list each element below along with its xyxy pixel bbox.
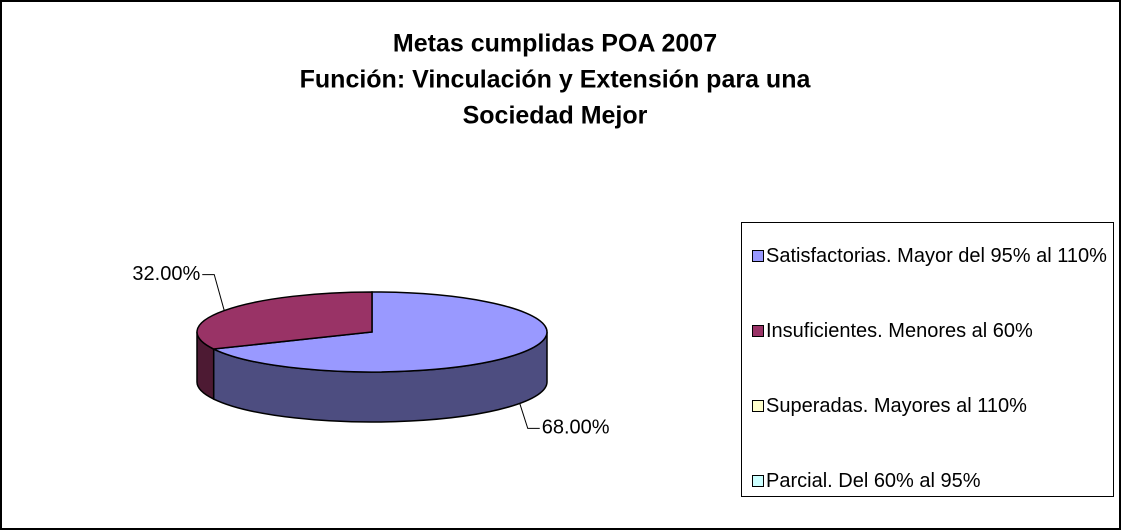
- chart-title: Metas cumplidas POA 2007: [393, 30, 717, 58]
- chart-title: Sociedad Mejor: [463, 102, 648, 130]
- legend-label: Superadas. Mayores al 110%: [766, 395, 1027, 417]
- legend: Satisfactorias. Mayor del 95% al 110% Ins…: [741, 222, 1114, 497]
- legend-entry: Superadas. Mayores al 110%: [752, 393, 1107, 419]
- legend-swatch: [752, 475, 764, 487]
- legend-label: Satisfactorias. Mayor del 95% al 110%: [766, 245, 1107, 267]
- data-label: 32.00%: [132, 263, 200, 285]
- leader-line: [202, 274, 225, 311]
- data-label: 68.00%: [542, 417, 610, 439]
- legend-entry: Insuficientes. Menores al 60%: [752, 318, 1107, 344]
- legend-swatch: [752, 250, 764, 262]
- legend-label: Insuficientes. Menores al 60%: [766, 320, 1033, 342]
- chart-title: Función: Vinculación y Extensión para un…: [300, 66, 812, 94]
- leader-line: [519, 403, 540, 429]
- pie-slice: [210, 291, 548, 373]
- legend-label: Parcial. Del 60% al 95%: [766, 470, 981, 492]
- legend-swatch: [752, 400, 764, 412]
- legend-entry: Parcial. Del 60% al 95%: [752, 468, 1107, 494]
- pie-slice: [196, 291, 373, 350]
- legend-swatch: [752, 325, 764, 337]
- legend-entry: Satisfactorias. Mayor del 95% al 110%: [752, 243, 1107, 269]
